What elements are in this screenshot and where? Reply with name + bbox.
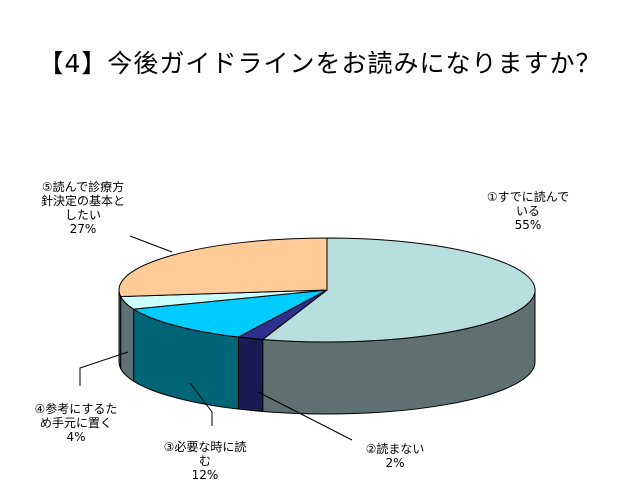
slice-label-3-text: ④参考にするた め手元に置く <box>34 402 118 430</box>
pie-slice-0 <box>262 237 536 343</box>
slice-label-0: ①すでに読んで いる 55% <box>470 176 586 246</box>
leader-line-1 <box>257 391 353 441</box>
pie-slice-2 <box>133 289 328 338</box>
slice-label-4-text: ⑤読んで診療方 針決定の基本と したい <box>40 180 125 222</box>
slice-label-3: ④参考にするた め手元に置く 4% <box>18 388 134 458</box>
chart-title: 【4】今後ガイドラインをお読みになりますか？ <box>38 49 602 78</box>
slice-label-1-pct: 2% <box>385 456 405 470</box>
slice-label-3-pct: 4% <box>66 430 86 444</box>
pie-side-4 <box>118 289 122 369</box>
pie-side-3 <box>120 296 135 383</box>
leader-line-2 <box>189 382 213 426</box>
pie-slice-4 <box>118 237 328 298</box>
slice-label-0-pct: 55% <box>514 218 542 232</box>
slice-label-0-text: ①すでに読んで いる <box>486 190 570 218</box>
slice-label-2-text: ③必要な時に読 む <box>163 440 247 468</box>
slice-label-1: ②読まない 2% <box>340 428 450 484</box>
leader-line-4 <box>129 235 173 253</box>
leader-line-3 <box>79 351 129 386</box>
slice-label-4: ⑤読んで診療方 針決定の基本と したい 27% <box>18 166 148 250</box>
pie-chart <box>79 235 536 441</box>
slice-label-2: ③必要な時に読 む 12% <box>150 426 260 496</box>
pie-side-1 <box>237 336 264 412</box>
slice-label-1-text: ②読まない <box>365 442 425 456</box>
slice-label-4-pct: 27% <box>69 222 97 236</box>
slice-label-2-pct: 12% <box>191 468 219 482</box>
